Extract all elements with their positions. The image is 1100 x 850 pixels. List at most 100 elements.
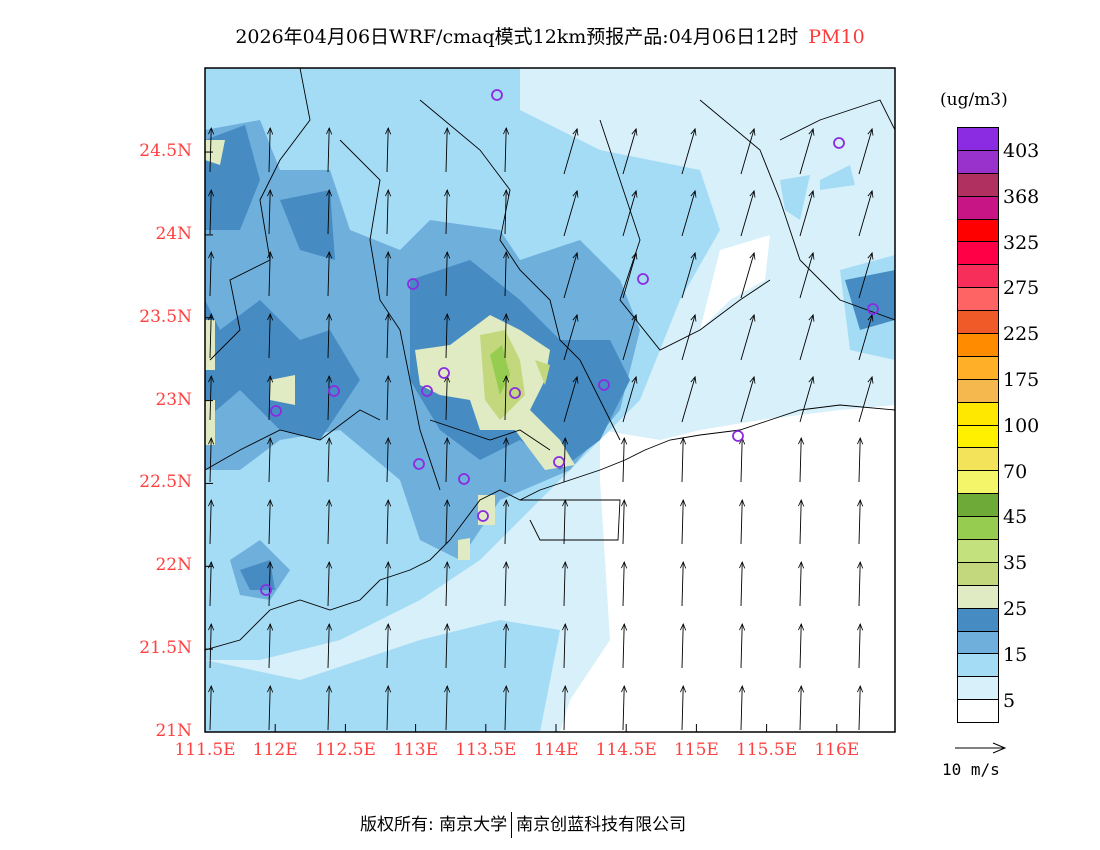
wind-arrow — [269, 252, 270, 297]
wind-arrow — [210, 562, 211, 607]
copyright-right: 南京创蓝科技有限公司 — [516, 815, 687, 835]
station-marker — [270, 405, 282, 417]
wind-arrow — [622, 191, 636, 237]
wind-arrow — [446, 562, 447, 607]
wind-arrow — [387, 686, 388, 731]
wind-arrow — [387, 500, 388, 545]
wind-arrow — [622, 377, 636, 423]
wind-arrow — [446, 190, 447, 235]
wind-arrow — [328, 190, 329, 235]
wind-arrow — [622, 129, 636, 175]
wind-arrow — [210, 624, 211, 669]
wind-arrow — [799, 315, 813, 361]
wind-arrow — [328, 314, 329, 359]
wind-arrow — [682, 624, 683, 669]
wind-arrow — [858, 377, 872, 423]
wind-arrow — [800, 500, 801, 545]
reference-vector-arrow-icon — [955, 742, 1007, 754]
color-bar-swatch — [958, 265, 998, 289]
station-marker — [260, 584, 272, 596]
wind-arrow — [623, 624, 624, 669]
wind-arrow — [505, 128, 506, 173]
wind-arrow — [210, 314, 211, 359]
footer-divider — [511, 812, 513, 838]
wind-arrow — [563, 253, 577, 299]
wind-arrow — [859, 438, 860, 483]
lon-label: 116E — [814, 740, 860, 760]
wind-arrow — [387, 562, 388, 607]
wind-arrow — [681, 191, 695, 237]
station-marker — [438, 367, 450, 379]
wind-arrow — [328, 128, 329, 173]
wind-arrow — [800, 686, 801, 731]
wind-arrow — [269, 624, 270, 669]
wind-arrow — [623, 686, 624, 731]
wind-arrow — [505, 562, 506, 607]
wind-arrow — [446, 128, 447, 173]
wind-arrow — [741, 500, 742, 545]
color-bar-label: 35 — [1003, 552, 1028, 575]
wind-arrow — [387, 314, 388, 359]
station-marker — [553, 456, 565, 468]
color-bar-swatch — [958, 128, 998, 151]
color-bar-swatch — [958, 540, 998, 563]
color-bar — [957, 127, 999, 724]
wind-arrow — [740, 253, 754, 299]
wind-arrow — [740, 315, 754, 361]
wind-arrow — [623, 562, 624, 607]
wind-arrow — [446, 252, 447, 297]
wind-arrow — [623, 500, 624, 545]
wind-arrow — [741, 438, 742, 483]
wind-arrow — [269, 314, 270, 359]
wind-arrow — [800, 562, 801, 607]
wind-arrow — [564, 562, 565, 607]
color-bar-label: 45 — [1003, 506, 1028, 529]
color-bar-label: 25 — [1003, 598, 1028, 620]
wind-arrow — [681, 315, 695, 361]
station-marker — [407, 278, 419, 290]
color-bar-swatch — [958, 173, 998, 197]
station-marker — [598, 379, 610, 391]
wind-arrow — [269, 500, 270, 545]
color-bar-swatch — [958, 425, 998, 449]
wind-arrow — [564, 500, 565, 545]
color-bar-swatch — [958, 242, 998, 266]
wind-arrow — [740, 129, 754, 175]
wind-arrow — [563, 315, 577, 361]
concentration-field — [205, 68, 895, 732]
wind-arrow — [387, 252, 388, 297]
wind-arrow — [210, 500, 211, 545]
station-marker — [491, 89, 503, 101]
lat-label: 21.5N — [139, 638, 192, 659]
color-bar-swatch — [958, 608, 998, 632]
wind-arrow — [505, 686, 506, 731]
color-bar-label: 15 — [1003, 643, 1028, 666]
copyright-footer: 版权所有: 南京大学 南京创蓝科技有限公司 — [360, 810, 686, 838]
wind-arrow — [799, 253, 813, 299]
wind-arrow — [858, 191, 872, 237]
station-marker — [328, 385, 340, 397]
pollutant-label: PM10 — [808, 26, 865, 48]
lon-label: 113E — [393, 740, 439, 760]
wind-arrow — [328, 252, 329, 297]
wind-arrow — [269, 686, 270, 731]
monitoring-stations — [260, 89, 879, 596]
wind-arrow — [859, 562, 860, 607]
wind-arrow — [505, 500, 506, 545]
wind-arrow — [328, 562, 329, 607]
lon-label: 111.5E — [174, 740, 236, 760]
lat-label: 24N — [155, 223, 192, 244]
wind-arrow — [210, 438, 211, 483]
lat-label: 23.5N — [139, 306, 192, 327]
wind-arrow — [328, 686, 329, 731]
lat-label: 24.5N — [139, 141, 192, 162]
color-bar-label: 100 — [1003, 414, 1040, 437]
wind-arrow — [387, 376, 388, 421]
wind-arrow — [446, 624, 447, 669]
wind-arrow — [387, 128, 388, 173]
station-marker — [833, 137, 845, 149]
wind-arrow — [858, 253, 872, 299]
color-bar-label: 403 — [1003, 140, 1040, 162]
